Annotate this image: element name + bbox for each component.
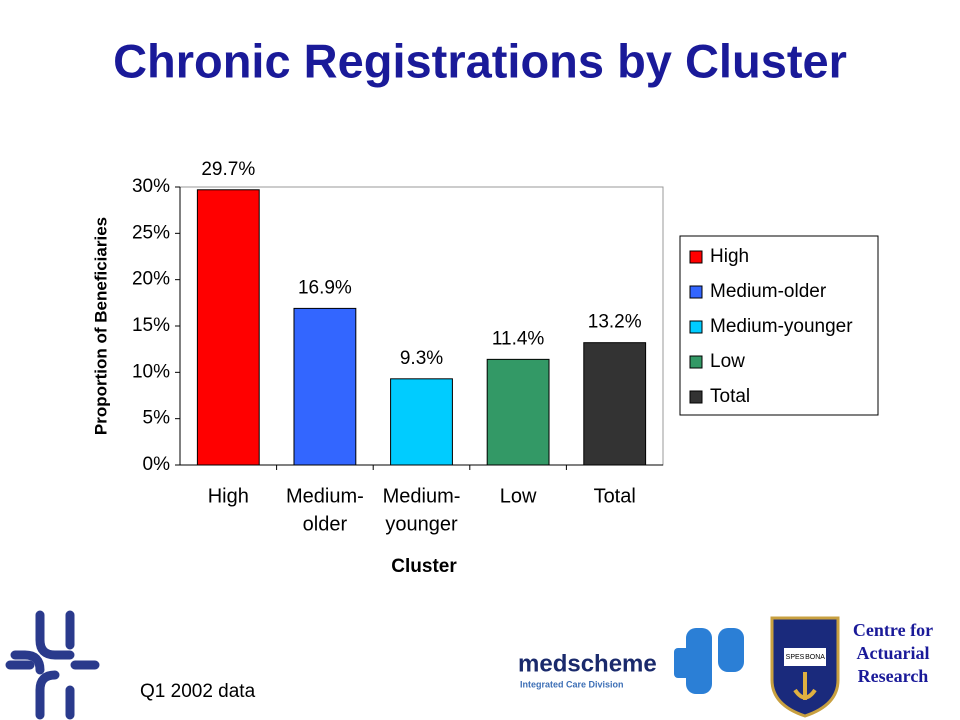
crest-text: SPES	[786, 654, 805, 661]
value-label: 16.9%	[298, 277, 352, 298]
x-tick-label: Medium-	[286, 485, 364, 507]
legend-label: Medium-younger	[710, 316, 853, 337]
value-label: 9.3%	[400, 348, 443, 369]
value-label: 29.7%	[201, 159, 255, 180]
medscheme-logo: medscheme	[518, 650, 657, 677]
value-label: 11.4%	[492, 328, 545, 349]
bar	[583, 342, 647, 466]
crest-text: BONA	[805, 654, 825, 661]
legend-swatch	[689, 250, 703, 264]
medscheme-division: Integrated Care Division	[520, 679, 624, 689]
legend-label: Total	[710, 386, 750, 407]
logo-cross	[5, 610, 100, 720]
y-tick-label: 10%	[132, 361, 170, 382]
y-tick-label: 20%	[132, 269, 170, 290]
slide-title: Chronic Registrations by Cluster	[113, 34, 847, 87]
x-tick-label: Medium-	[383, 485, 461, 507]
x-tick-label: Low	[500, 485, 537, 507]
centre-text: Research	[858, 666, 929, 686]
x-axis-label: Cluster	[391, 556, 457, 577]
x-tick-label: younger	[385, 513, 458, 535]
uct-crest: SPES BONA	[770, 616, 840, 718]
legend-label: Low	[710, 351, 745, 372]
legend-label: Medium-older	[710, 281, 827, 302]
legend-swatch	[689, 355, 703, 369]
y-tick-label: 25%	[132, 222, 170, 243]
y-tick-label: 0%	[143, 454, 171, 475]
x-tick-label: older	[303, 513, 348, 535]
legend-swatch	[689, 390, 703, 404]
bar	[486, 358, 550, 466]
legend-swatch	[689, 320, 703, 334]
legend-label: High	[710, 246, 749, 267]
y-tick-label: 30%	[132, 176, 170, 197]
bar	[196, 189, 260, 466]
bar	[390, 378, 453, 466]
legend-box	[679, 235, 879, 416]
footnote: Q1 2002 data	[140, 681, 256, 702]
y-axis-label: Proportion of Beneficiaries	[91, 217, 110, 435]
value-label: 13.2%	[588, 312, 642, 333]
y-tick-label: 15%	[132, 315, 170, 336]
centre-text: Actuarial	[857, 643, 930, 663]
centre-text: Centre for	[853, 620, 933, 640]
y-tick-label: 5%	[143, 408, 171, 429]
bar	[293, 307, 357, 466]
x-tick-label: High	[208, 485, 249, 507]
legend-swatch	[689, 285, 703, 299]
x-tick-label: Total	[594, 485, 636, 507]
medscheme-icon	[674, 628, 744, 694]
